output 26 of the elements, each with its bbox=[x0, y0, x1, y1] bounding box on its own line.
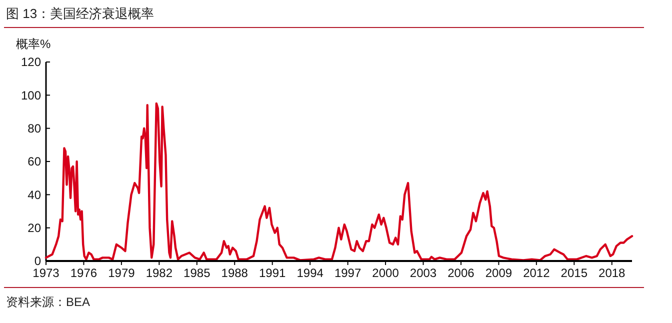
text: 资料来源：BEA bbox=[6, 295, 90, 309]
x-tick-label: 1979 bbox=[108, 266, 136, 280]
x-tick-label: 2018 bbox=[598, 266, 626, 280]
x-tick-label: 2006 bbox=[448, 266, 475, 280]
y-tick-label: 60 bbox=[28, 154, 42, 169]
y-tick-label: 0 bbox=[34, 254, 42, 268]
x-tick-label: 1988 bbox=[221, 266, 248, 280]
y-tick-label: 80 bbox=[28, 122, 42, 136]
x-tick-label: 1982 bbox=[146, 266, 173, 280]
x-tick-label: 1991 bbox=[259, 266, 286, 280]
y-tick-label: 40 bbox=[28, 188, 42, 202]
x-tick-label: 1976 bbox=[70, 266, 98, 280]
x-tick-label: 1994 bbox=[296, 266, 324, 280]
x-tick-label: 1985 bbox=[184, 266, 211, 280]
x-tick-label: 2012 bbox=[523, 266, 550, 280]
y-tick-label: 100 bbox=[20, 88, 42, 102]
x-tick-label: 1997 bbox=[334, 266, 362, 280]
x-tick-label: 2000 bbox=[372, 266, 400, 280]
y-axis-title: 概率% bbox=[16, 37, 51, 51]
y-tick-label: 20 bbox=[28, 221, 42, 236]
x-tick-label: 2009 bbox=[485, 266, 512, 280]
y-tick-label: 120 bbox=[20, 55, 42, 70]
x-tick-label: 1973 bbox=[32, 266, 60, 280]
x-tick-label: 2003 bbox=[410, 266, 437, 280]
chart-title: 图 13：美国经济衰退概率 bbox=[6, 6, 154, 21]
x-tick-label: 2015 bbox=[560, 266, 588, 280]
